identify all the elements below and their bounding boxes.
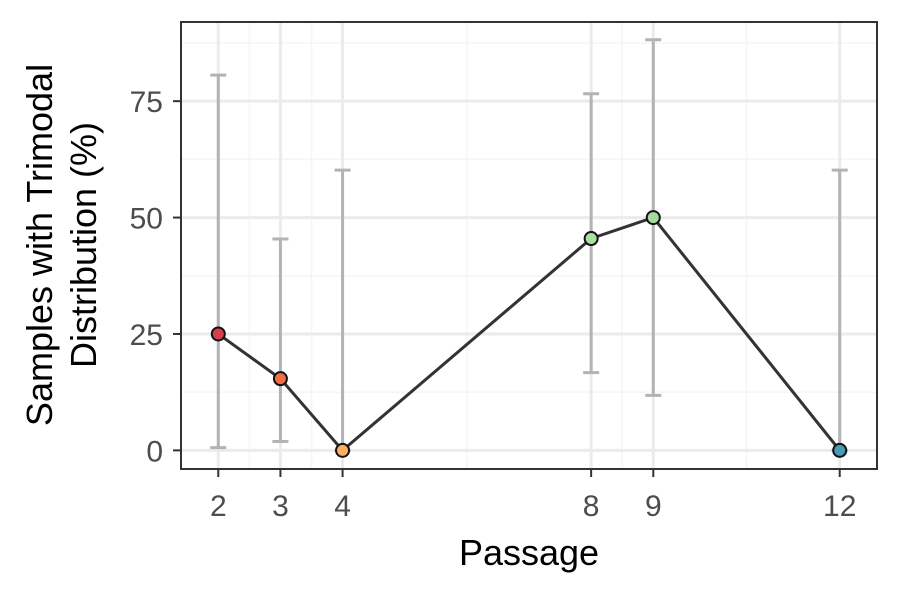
panel-border	[180, 21, 878, 470]
x-tick-label: 12	[823, 490, 856, 523]
x-tick-label: 3	[272, 490, 289, 523]
data-point	[210, 326, 226, 342]
x-axis-title: Passage	[459, 532, 599, 573]
x-tick-label: 4	[334, 490, 351, 523]
error-bar	[210, 73, 227, 450]
x-tick-label: 2	[210, 490, 227, 523]
y-tick-label: 50	[130, 203, 163, 236]
data-point	[335, 442, 351, 458]
data-point	[272, 371, 288, 387]
line-layer	[217, 216, 841, 452]
y-tick-label: 25	[130, 319, 163, 352]
y-tick-label: 75	[130, 86, 163, 119]
error-bar	[272, 237, 289, 444]
data-point	[645, 210, 661, 226]
x-tick-label: 8	[583, 490, 600, 523]
grid-minor	[181, 22, 877, 469]
data-point	[832, 442, 848, 458]
y-axis-title-line-2: Distribution (%)	[63, 122, 104, 368]
x-tick-label: 9	[645, 490, 662, 523]
y-axis-ticks: 0 25 50 75	[130, 86, 181, 468]
points	[210, 210, 848, 458]
data-point	[583, 231, 599, 247]
error-bar	[831, 168, 848, 452]
series-line	[217, 216, 841, 452]
x-axis-ticks: 2 3 4 8 9 12	[210, 469, 856, 523]
y-tick-label: 0	[146, 435, 163, 468]
y-axis-title-line-1: Samples with Trimodal	[19, 64, 60, 426]
grid-major	[181, 22, 877, 469]
error-bar	[334, 168, 351, 452]
